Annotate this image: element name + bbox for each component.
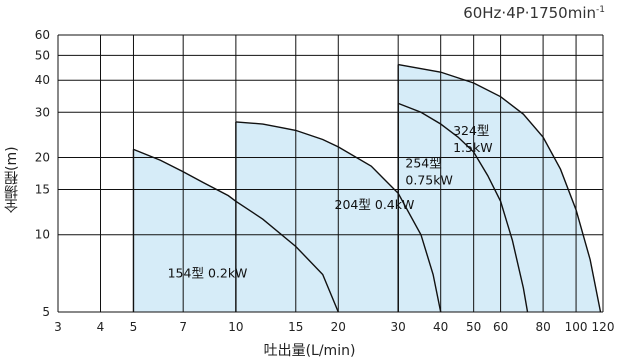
series-curve-1 (235, 121, 442, 313)
y-tick-label-1: 10 (35, 228, 50, 242)
x-tick-label-4: 10 (228, 320, 243, 334)
x-tick-label-11: 80 (535, 320, 550, 334)
series-label-3-1: 1.5kW (453, 140, 492, 155)
series-label-2-1: 0.75kW (405, 172, 452, 187)
series-label-3-0: 324型 (453, 123, 489, 138)
series-curve-3 (398, 63, 602, 313)
y-tick-label-0: 5 (42, 305, 50, 319)
x-tick-label-6: 20 (331, 320, 346, 334)
series-curve-2 (397, 102, 529, 313)
x-tick-label-8: 40 (433, 320, 448, 334)
series-area-3 (398, 64, 601, 312)
x-tick-label-9: 50 (466, 320, 481, 334)
y-tick-label-2: 15 (35, 183, 50, 197)
x-tick-label-0: 3 (54, 320, 62, 334)
x-tick-label-3: 7 (179, 320, 187, 334)
x-tick-label-7: 30 (391, 320, 406, 334)
y-tick-label-7: 60 (35, 28, 50, 42)
series-label-0-0: 154型 0.2kW (168, 266, 248, 281)
y-tick-label-5: 40 (35, 73, 50, 87)
x-tick-label-2: 5 (130, 320, 138, 334)
x-tick-label-12: 100 (565, 320, 588, 334)
x-tick-label-13: 120 (592, 320, 615, 334)
x-tick-label-5: 15 (288, 320, 303, 334)
x-axis-label: 吐出量(L/min) (263, 343, 356, 359)
x-tick-label-10: 60 (493, 320, 508, 334)
y-tick-label-6: 50 (35, 48, 50, 62)
series-curve-0 (133, 148, 339, 313)
x-tick-label-1: 4 (97, 320, 105, 334)
y-tick-label-3: 20 (35, 150, 50, 164)
chart-title: 60Hz·4P·1750min-1 (463, 4, 605, 22)
series-label-1-0: 204型 0.4kW (335, 197, 415, 212)
series-label-2-0: 254型 (405, 155, 441, 170)
y-tick-label-4: 30 (35, 105, 50, 119)
